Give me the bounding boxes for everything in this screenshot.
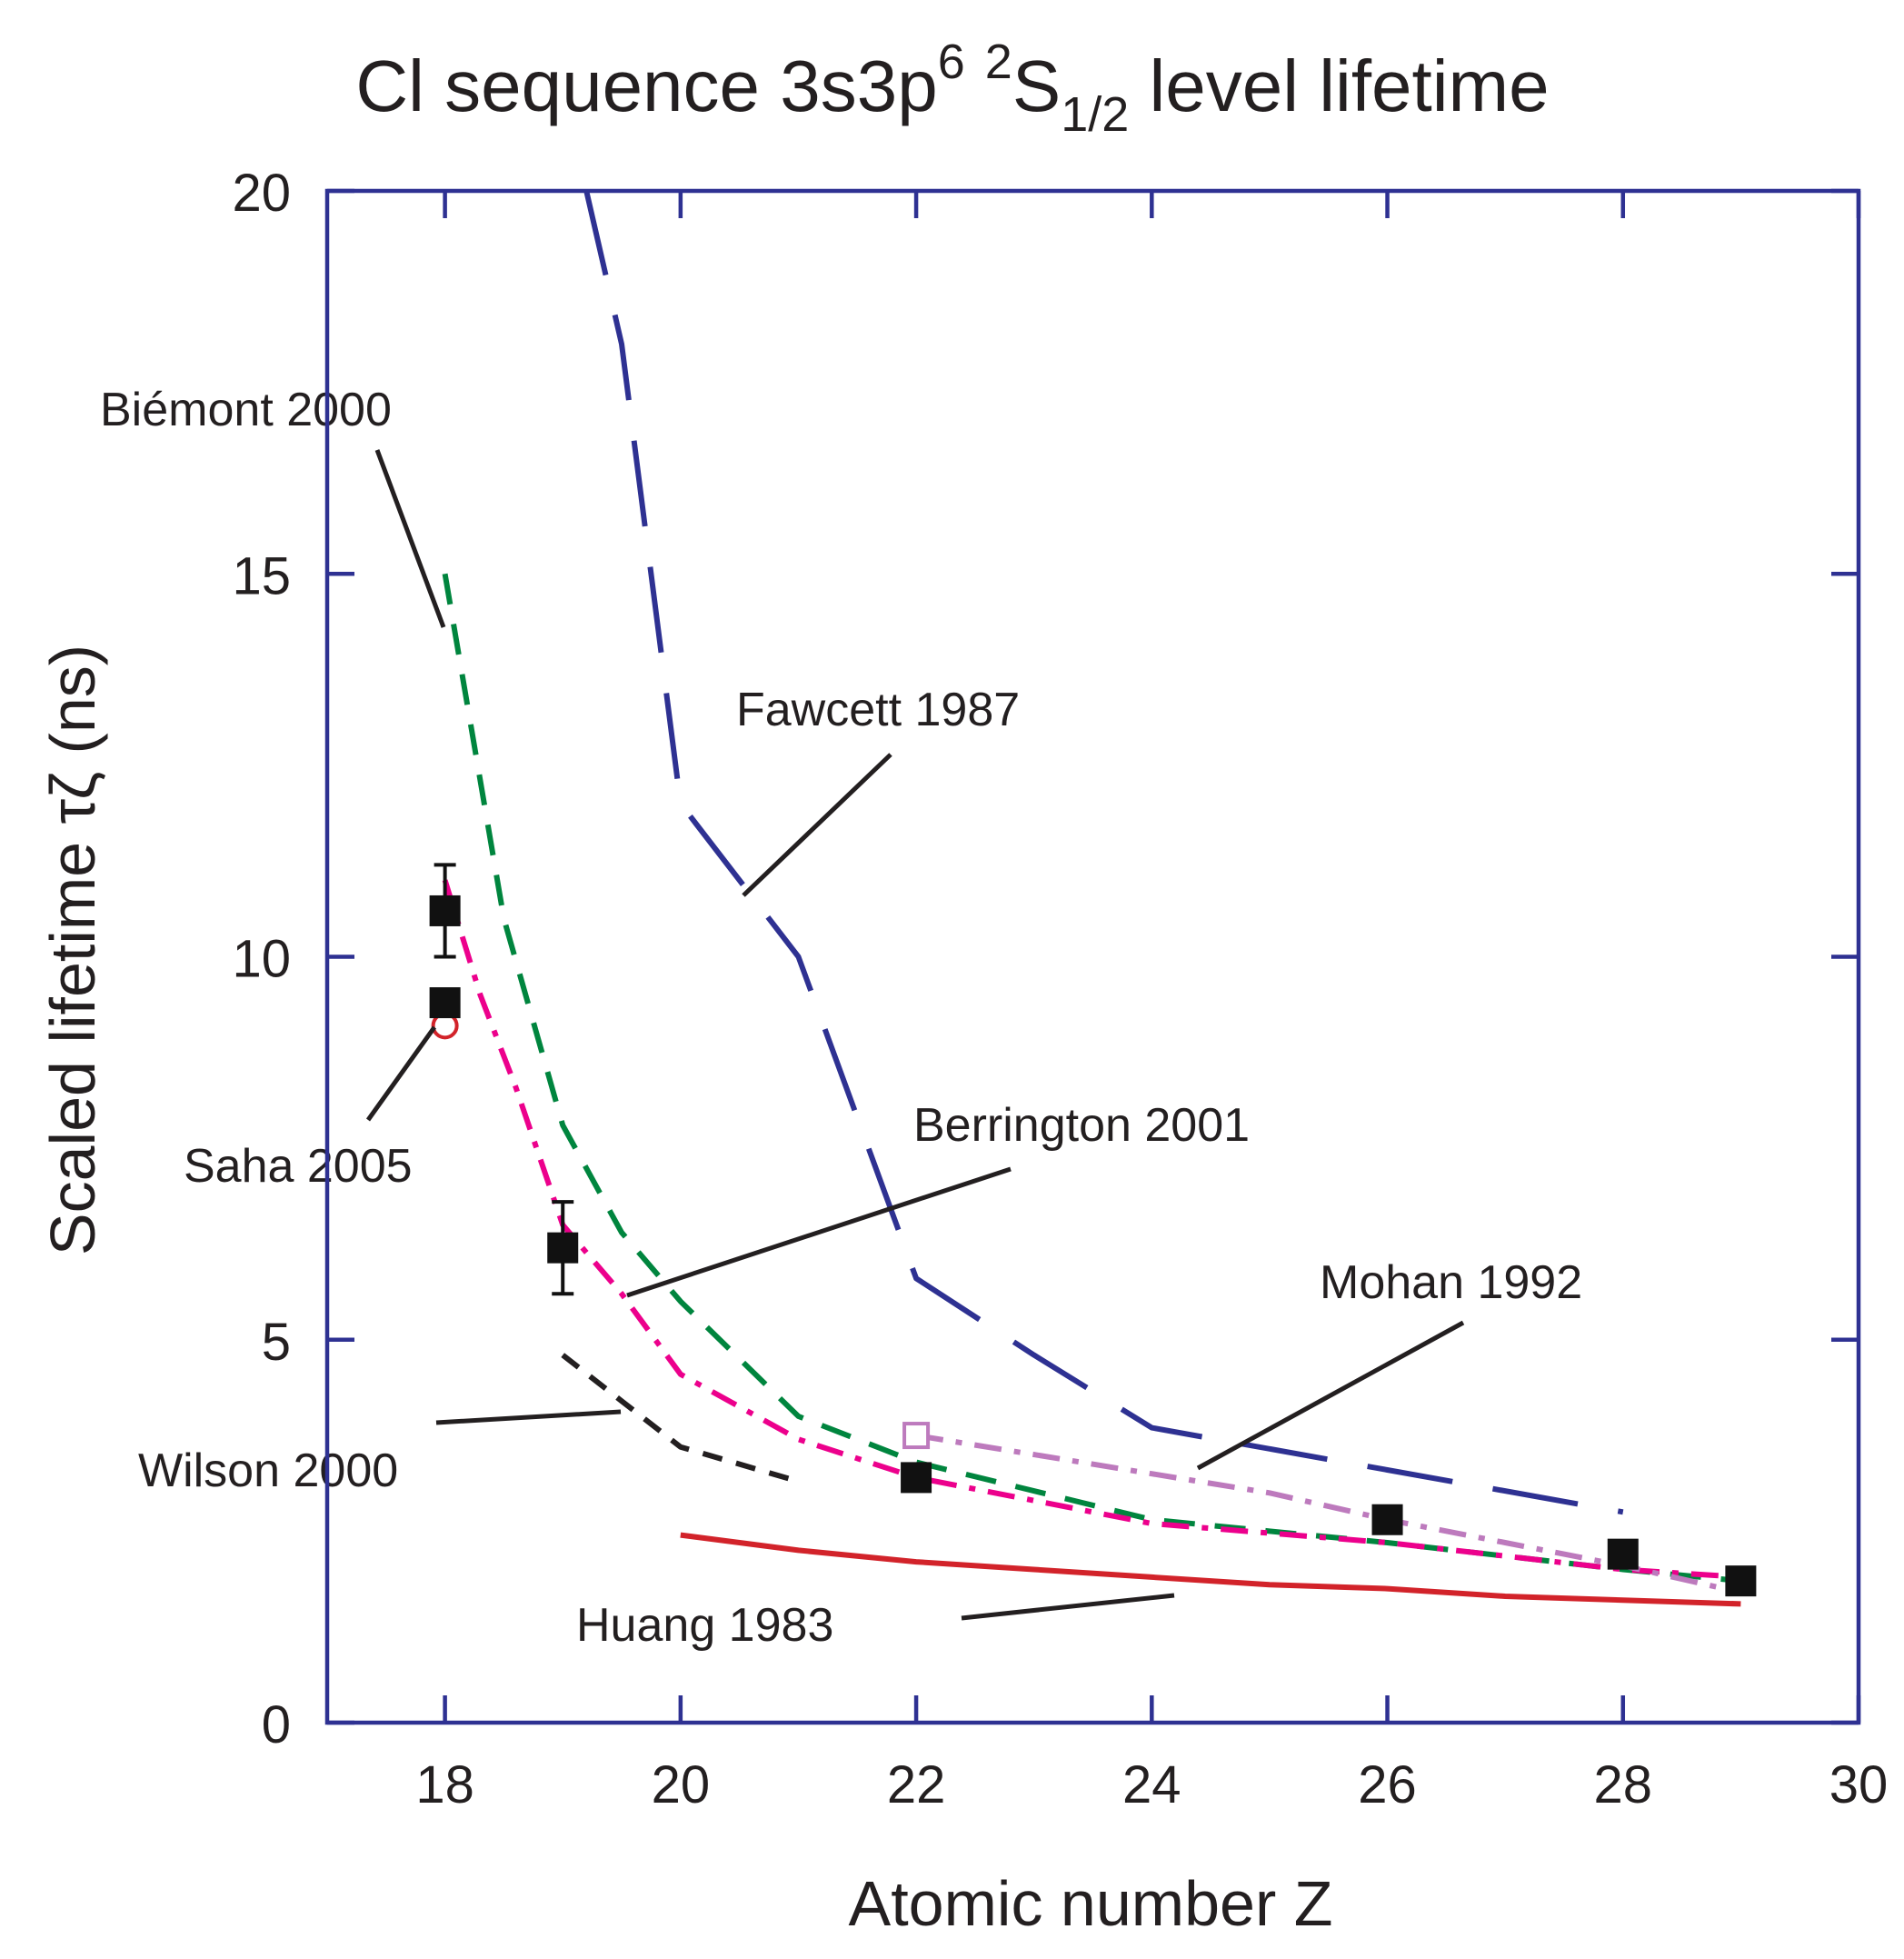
series-line-fawcett-1987 [583,190,1624,1515]
series-line-huang-1983 [680,1532,1741,1607]
chart-title: Cl sequence 3s3p6 2S1/2 level lifetime [355,35,1549,142]
x-tick-label-22: 22 [887,1755,946,1814]
series-line-mohan-1992 [915,1433,1742,1595]
title-sub: 1/2 [1061,87,1129,142]
leader-mohan [1196,1320,1465,1471]
experiment-point-3 [901,1462,932,1494]
y-axis-ticks: 0 5 10 15 20 [232,164,1859,1754]
y-axis-label: Scaled lifetime τζ (ns) [37,645,108,1255]
y-tick-label-0: 0 [262,1695,291,1754]
title-sup-1: 6 [938,35,965,89]
x-axis-ticks: 18 20 22 24 26 28 30 [415,191,1888,1814]
series-layer [429,190,1757,1607]
leader-berrington [626,1166,1012,1298]
annotation-huang: Huang 1983 [576,1599,833,1652]
x-tick-label-26: 26 [1358,1755,1417,1814]
annotation-fawcett: Fawcett 1987 [736,684,1020,736]
annotation-wilson: Wilson 2000 [138,1444,398,1497]
series-line-bi-mont-2000 [442,573,1741,1584]
y-tick-label-5: 5 [262,1313,291,1372]
experiment-point-2 [547,1232,579,1264]
x-tick-label-28: 28 [1594,1755,1653,1814]
leader-huang [961,1593,1175,1621]
plot-frame [324,188,1861,1725]
y-tick-label-20: 20 [232,164,291,223]
experiment-point-6 [1725,1565,1757,1597]
y-tick-label-10: 10 [232,930,291,989]
leader-biemont [374,449,446,628]
experiment-point-4 [1371,1504,1403,1535]
x-axis-label: Atomic number Z [849,1868,1333,1939]
annotation-mohan: Mohan 1992 [1320,1256,1582,1309]
title-rest: level lifetime [1129,45,1549,126]
annotation-leaders [365,449,1465,1621]
title-main: Cl sequence 3s3p [355,45,937,126]
x-tick-label-24: 24 [1122,1755,1181,1814]
x-tick-label-20: 20 [652,1755,711,1814]
annotation-saha: Saha 2005 [184,1140,413,1193]
point-mohan-1992 [902,1422,931,1450]
experiment-point-0 [429,895,461,926]
experiment-point-1 [429,987,461,1019]
x-tick-label-18: 18 [415,1755,474,1814]
title-sup-2: 2 [985,35,1012,89]
series-line-wilson-2000 [561,1353,800,1484]
experiment-point-5 [1607,1538,1639,1570]
y-tick-label-15: 15 [232,546,291,605]
annotation-berrington: Berrington 2001 [913,1099,1250,1152]
leader-wilson [435,1409,622,1425]
x-tick-label-30: 30 [1829,1755,1889,1814]
series-line-berrington-2001 [442,879,1741,1580]
annotation-biemont: Biémont 2000 [100,384,392,436]
leader-saha [365,1025,437,1122]
annotations: Biémont 2000 Fawcett 1987 Saha 2005 Berr… [100,384,1582,1652]
leader-fawcett [742,753,892,897]
title-state: S [1012,45,1061,126]
